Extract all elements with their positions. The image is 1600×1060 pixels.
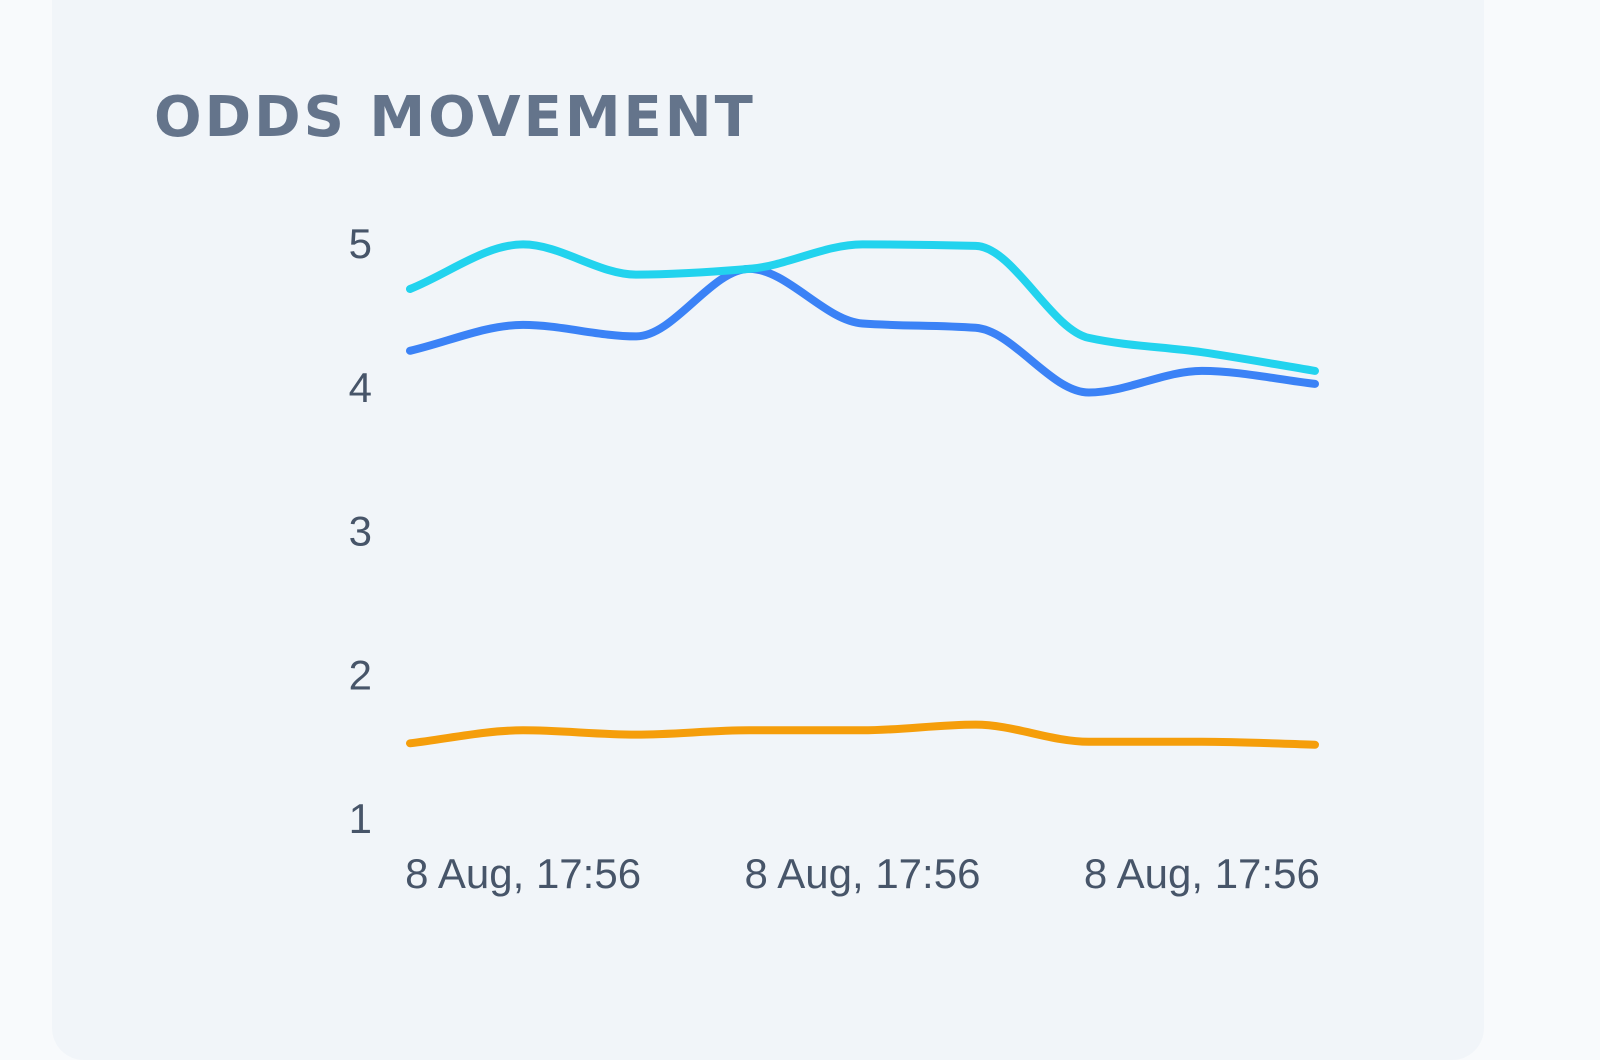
y-tick-label: 5: [349, 220, 372, 267]
y-tick-label: 4: [349, 364, 372, 411]
series-lines: [406, 240, 1319, 749]
odds-movement-card: [52, 0, 1484, 1060]
x-tick-label: 8 Aug, 17:56: [405, 850, 641, 897]
y-tick-label: 1: [349, 795, 372, 842]
series-line-2: [406, 720, 1319, 749]
series-line-0: [406, 240, 1319, 375]
x-axis: 8 Aug, 17:56 8 Aug, 17:56 8 Aug, 17:56: [405, 850, 1320, 897]
series-line-1: [406, 264, 1319, 397]
card-title: ODDS MOVEMENT: [154, 85, 756, 150]
y-tick-label: 2: [349, 651, 372, 698]
x-tick-label: 8 Aug, 17:56: [745, 850, 981, 897]
y-tick-label: 3: [349, 508, 372, 555]
y-axis: 1 2 3 4 5: [349, 220, 372, 842]
x-tick-label: 8 Aug, 17:56: [1084, 850, 1320, 897]
